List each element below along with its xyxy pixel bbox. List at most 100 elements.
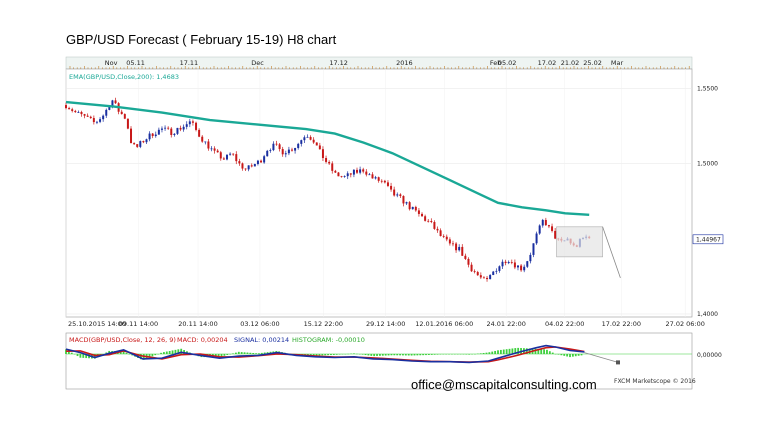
candle-body xyxy=(390,185,393,190)
candle-body xyxy=(139,141,142,147)
histogram-bar xyxy=(566,354,569,357)
macd-line xyxy=(65,344,585,364)
histogram-bar xyxy=(249,352,252,354)
top-time-label: 17.12 xyxy=(329,59,348,67)
histogram-bar xyxy=(494,350,497,354)
histogram-bar xyxy=(379,354,381,356)
top-time-label: 2016 xyxy=(396,59,413,67)
histogram-bar xyxy=(154,354,157,356)
candle-body xyxy=(126,118,129,129)
histogram-bar xyxy=(332,354,335,355)
candle-body xyxy=(356,169,359,173)
candle-body xyxy=(507,262,510,264)
x-tick-label: 03.12 06:00 xyxy=(240,320,279,328)
candle-body xyxy=(479,275,482,278)
ema-line xyxy=(65,100,590,216)
candle-body xyxy=(359,169,362,173)
candle-body xyxy=(238,161,241,164)
candle-body xyxy=(105,109,108,116)
histogram-bar xyxy=(491,351,494,354)
histogram-bar xyxy=(255,353,257,354)
chart-credit: FXCM Marketscope © 2016 xyxy=(614,378,696,385)
candle-body xyxy=(201,136,204,142)
top-time-label: Feb xyxy=(490,59,502,67)
histogram-bar xyxy=(220,354,223,357)
top-time-label: 25.02 xyxy=(583,59,602,67)
price-axis-labels: 1,5500 1,5000 1,4000 xyxy=(697,86,718,318)
candle-body xyxy=(380,180,383,182)
candle-body xyxy=(114,100,117,104)
candle-body xyxy=(377,177,380,181)
histogram-bar xyxy=(335,354,338,355)
candle-body xyxy=(467,258,470,265)
top-time-label: 05.02 xyxy=(498,59,517,67)
candle-body xyxy=(312,139,315,143)
histogram-bar xyxy=(499,349,502,354)
candle-body xyxy=(414,206,417,211)
candle-body xyxy=(269,150,272,151)
candle-body xyxy=(526,261,529,267)
candle-body xyxy=(451,243,454,245)
candle-body xyxy=(374,177,377,179)
candle-body xyxy=(160,128,163,130)
candle-body xyxy=(362,169,365,172)
candle-body xyxy=(458,246,461,251)
histogram-bar xyxy=(425,354,427,356)
candle-body xyxy=(229,153,232,155)
candle-body xyxy=(371,174,374,179)
histogram-bar xyxy=(174,349,177,354)
histogram-bar xyxy=(436,354,439,355)
macd-legend-histogram: HISTOGRAM: -0,00010 xyxy=(292,336,365,344)
x-tick-label: 24.01 22:00 xyxy=(486,320,525,328)
histogram-bar xyxy=(404,354,407,356)
histogram-bar xyxy=(488,352,491,354)
candle-body xyxy=(318,145,321,150)
histogram-bar xyxy=(330,354,332,356)
macd-forecast-marker xyxy=(616,360,620,365)
candle-body xyxy=(510,262,513,263)
candle-body xyxy=(281,149,284,155)
candle-body xyxy=(195,122,198,130)
histogram-bar xyxy=(433,354,436,355)
histogram-bar xyxy=(548,351,551,354)
candle-body xyxy=(513,262,516,268)
candle-body xyxy=(65,105,67,109)
candle-body xyxy=(470,264,473,272)
candle-body xyxy=(551,226,554,231)
histogram-bar xyxy=(479,353,482,354)
candle-body xyxy=(247,165,250,170)
histogram-bar xyxy=(551,352,554,354)
histogram-bar xyxy=(563,354,566,356)
histogram-bar xyxy=(171,350,174,354)
candle-body xyxy=(306,136,309,138)
histogram-bar xyxy=(511,348,514,354)
candle-body xyxy=(95,121,98,123)
histogram-bar xyxy=(266,352,269,354)
x-tick-label: 17.02 22:00 xyxy=(602,320,641,328)
candle-body xyxy=(337,172,340,177)
top-time-label: 17.02 xyxy=(538,59,557,67)
histogram-bar xyxy=(223,354,226,356)
candle-body xyxy=(235,154,238,162)
histogram-bar xyxy=(514,348,517,354)
histogram-bar xyxy=(537,348,540,354)
histogram-bar xyxy=(419,354,422,356)
histogram-bar xyxy=(525,348,528,354)
histogram-bar xyxy=(165,351,168,354)
x-tick-label: 12.01.2016 06:00 xyxy=(415,320,473,328)
candle-body xyxy=(504,261,507,264)
candle-body xyxy=(275,143,278,145)
histogram-bar xyxy=(560,354,563,356)
candle-body xyxy=(108,106,111,110)
histogram-bar xyxy=(381,354,384,356)
candle-body xyxy=(402,196,405,204)
candle-body xyxy=(461,246,464,256)
histogram-bar xyxy=(85,354,88,359)
histogram-bar xyxy=(258,353,260,354)
candle-body xyxy=(328,161,331,164)
histogram-bar xyxy=(367,354,370,356)
histogram-bar xyxy=(407,354,410,356)
histogram-bar xyxy=(508,348,511,354)
candle-body xyxy=(405,202,408,204)
